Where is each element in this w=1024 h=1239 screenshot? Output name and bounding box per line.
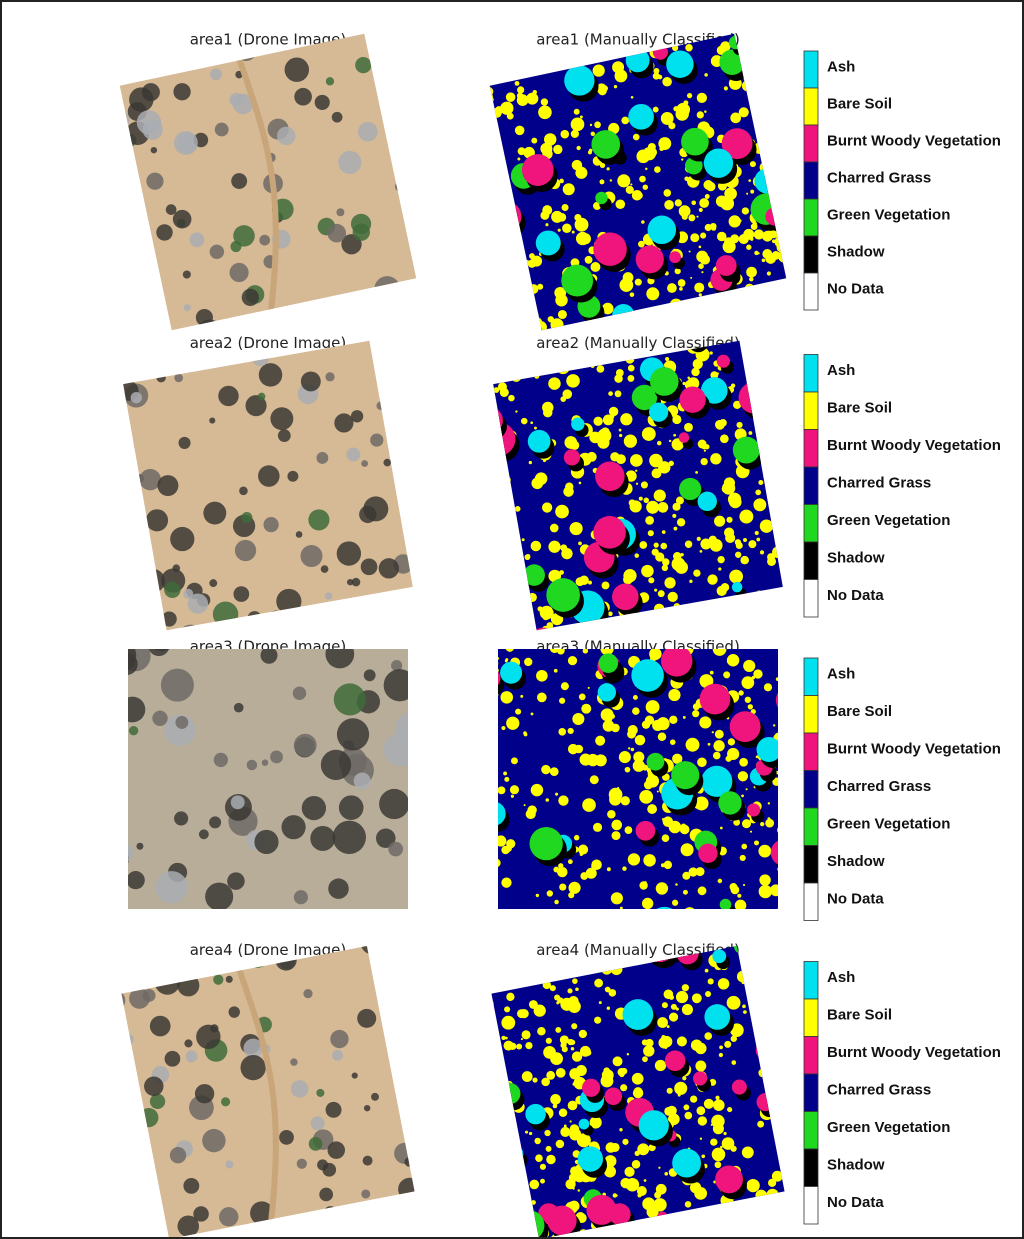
legend-swatch [804,162,818,199]
legend: Ash Bare Soil Burnt Woody Vegetation Charre… [804,962,1001,1225]
legend-swatch [804,236,818,273]
legend-label: Charred Grass [827,1082,931,1099]
legend: Ash Bare Soil Burnt Woody Vegetation Charre… [804,355,1001,618]
legend-label: Green Vegetation [827,512,950,529]
legend-swatch [804,430,818,468]
legend-label: Bare Soil [827,95,892,112]
drone-image [105,931,428,1237]
legend-swatch [804,355,818,393]
legend-swatch [804,199,818,236]
classified-map [479,924,799,1237]
legend-label: Burnt Woody Vegetation [827,741,1001,758]
drone-image [110,322,428,650]
legend-label: No Data [827,1194,884,1211]
legend-label: Charred Grass [827,778,931,795]
drone-image [88,609,438,971]
legend-label: Shadow [827,550,885,567]
legend-label: Burnt Woody Vegetation [827,437,1001,454]
legend-swatch [804,658,818,696]
classified-map [463,613,820,966]
legend-swatch [804,88,818,125]
classified-map [477,14,800,355]
legend-label: Ash [827,969,855,986]
legend-label: No Data [827,280,884,297]
legend-swatch [804,125,818,162]
legend-swatch [804,51,818,88]
legend-swatch [804,580,818,618]
legend-label: Charred Grass [827,475,931,492]
classified-map [477,317,807,658]
figure: area1 (Drone Image)area1 (Manually Class… [0,0,1024,1239]
legend: Ash Bare Soil Burnt Woody Vegetation Charre… [804,658,1001,921]
legend-swatch [804,1112,818,1150]
legend-swatch [804,962,818,1000]
legend-swatch [804,1037,818,1075]
legend-label: Bare Soil [827,1007,892,1024]
legend-swatch [804,846,818,884]
legend-swatch [804,696,818,734]
legend-swatch [804,883,818,921]
legend-swatch [804,542,818,580]
legend-swatch [804,273,818,310]
legend-label: Ash [827,362,855,379]
legend-swatch [804,467,818,505]
legend-label: Ash [827,666,855,683]
legend-label: Bare Soil [827,400,892,417]
legend-swatch [804,1074,818,1112]
legend: Ash Bare Soil Burnt Woody Vegetation Charre… [804,51,1001,310]
legend-label: Shadow [827,243,885,260]
legend-label: Burnt Woody Vegetation [827,132,1001,149]
legend-label: Green Vegetation [827,206,950,223]
legend-label: No Data [827,891,884,908]
legend-label: Bare Soil [827,703,892,720]
legend-swatch [804,392,818,430]
legend-label: Green Vegetation [827,816,950,833]
legend-swatch [804,505,818,543]
legend-label: Burnt Woody Vegetation [827,1044,1001,1061]
legend-swatch [804,733,818,771]
legend-label: Shadow [827,853,885,870]
legend-label: No Data [827,587,884,604]
legend-swatch [804,999,818,1037]
legend-label: Green Vegetation [827,1119,950,1136]
legend-swatch [804,1149,818,1187]
figure-canvas: area1 (Drone Image)area1 (Manually Class… [2,2,1022,1237]
legend-swatch [804,1187,818,1225]
legend-label: Ash [827,58,855,75]
legend-swatch [804,771,818,809]
legend-label: Charred Grass [827,169,931,186]
legend-label: Shadow [827,1157,885,1174]
drone-image [108,16,427,348]
legend-swatch [804,808,818,846]
